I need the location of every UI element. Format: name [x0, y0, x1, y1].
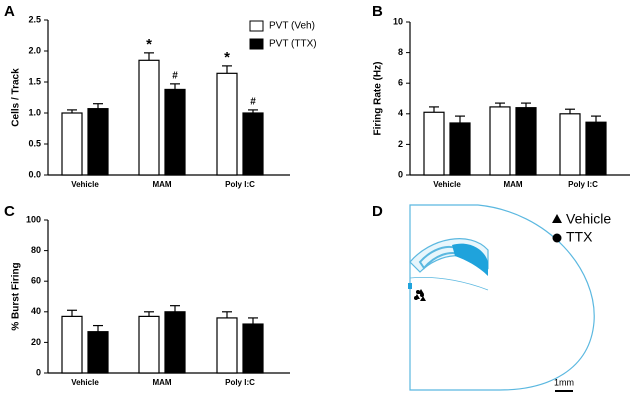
y-tick-label: 6 — [398, 78, 403, 88]
y-tick-label: 100 — [26, 214, 41, 224]
bar — [61, 315, 83, 374]
legend-swatch — [249, 38, 264, 50]
x-tick-label: MAM — [152, 180, 171, 189]
bar — [216, 317, 238, 374]
bar — [559, 113, 581, 176]
x-tick-label: Vehicle — [71, 378, 99, 387]
significance-marker: * — [146, 36, 152, 53]
significance-marker: # — [172, 71, 178, 82]
legend-label: TTX — [566, 229, 593, 245]
y-tick-label: 2.0 — [28, 45, 41, 55]
y-tick-label: 0 — [36, 367, 41, 377]
legend-circle — [552, 233, 562, 243]
bar — [585, 121, 607, 176]
legend-label: Vehicle — [566, 211, 611, 227]
legend-triangle — [552, 214, 562, 223]
bar — [449, 122, 471, 176]
blue-region — [452, 243, 488, 276]
tract — [409, 277, 489, 291]
bar — [138, 59, 160, 176]
y-tick-label: 0 — [398, 169, 403, 179]
y-tick-label: 10 — [393, 16, 403, 26]
x-tick-label: Vehicle — [433, 180, 461, 189]
x-tick-label: Vehicle — [71, 180, 99, 189]
ventricle — [408, 283, 412, 289]
y-tick-label: 0.5 — [28, 138, 41, 148]
significance-marker: * — [224, 49, 230, 66]
bar — [216, 72, 238, 176]
y-tick-label: 8 — [398, 47, 403, 57]
y-axis-label: Cells / Track — [11, 68, 22, 127]
y-tick-label: 0.0 — [28, 169, 41, 179]
x-tick-label: Poly I:C — [568, 180, 598, 189]
y-tick-label: 2.5 — [28, 14, 41, 24]
brain-outline — [409, 204, 595, 391]
legend-label: PVT (TTX) — [269, 39, 317, 50]
y-tick-label: 80 — [31, 245, 41, 255]
y-tick-label: 1.5 — [28, 76, 41, 86]
brain-diagram — [408, 204, 595, 391]
bar — [164, 88, 186, 176]
panel-label: A — [4, 3, 15, 20]
bar — [61, 112, 83, 176]
panel-label: D — [372, 203, 383, 220]
placement-markers — [414, 289, 426, 301]
y-axis-label: % Burst Firing — [11, 262, 22, 330]
legend-swatch — [249, 20, 264, 32]
legend-label: PVT (Veh) — [269, 21, 315, 32]
panel-label: B — [372, 3, 383, 20]
y-tick-label: 1.0 — [28, 107, 41, 117]
x-tick-label: MAM — [503, 180, 522, 189]
x-tick-label: Poly I:C — [225, 378, 255, 387]
panel-label: C — [4, 203, 15, 220]
x-tick-label: Poly I:C — [225, 180, 255, 189]
bar — [242, 112, 264, 176]
bar — [242, 323, 264, 374]
bar — [138, 315, 160, 374]
bar — [87, 331, 109, 374]
y-tick-label: 4 — [398, 108, 403, 118]
y-tick-label: 20 — [31, 337, 41, 347]
y-axis-label: Firing Rate (Hz) — [373, 62, 384, 136]
bar — [164, 311, 186, 374]
scale-label: 1mm — [554, 377, 574, 387]
bar — [515, 107, 537, 176]
y-tick-label: 2 — [398, 139, 403, 149]
significance-marker: # — [250, 97, 256, 108]
bar — [423, 111, 445, 176]
y-tick-label: 40 — [31, 306, 41, 316]
y-tick-label: 60 — [31, 276, 41, 286]
bar — [87, 108, 109, 176]
x-tick-label: MAM — [152, 378, 171, 387]
bar — [489, 106, 511, 176]
